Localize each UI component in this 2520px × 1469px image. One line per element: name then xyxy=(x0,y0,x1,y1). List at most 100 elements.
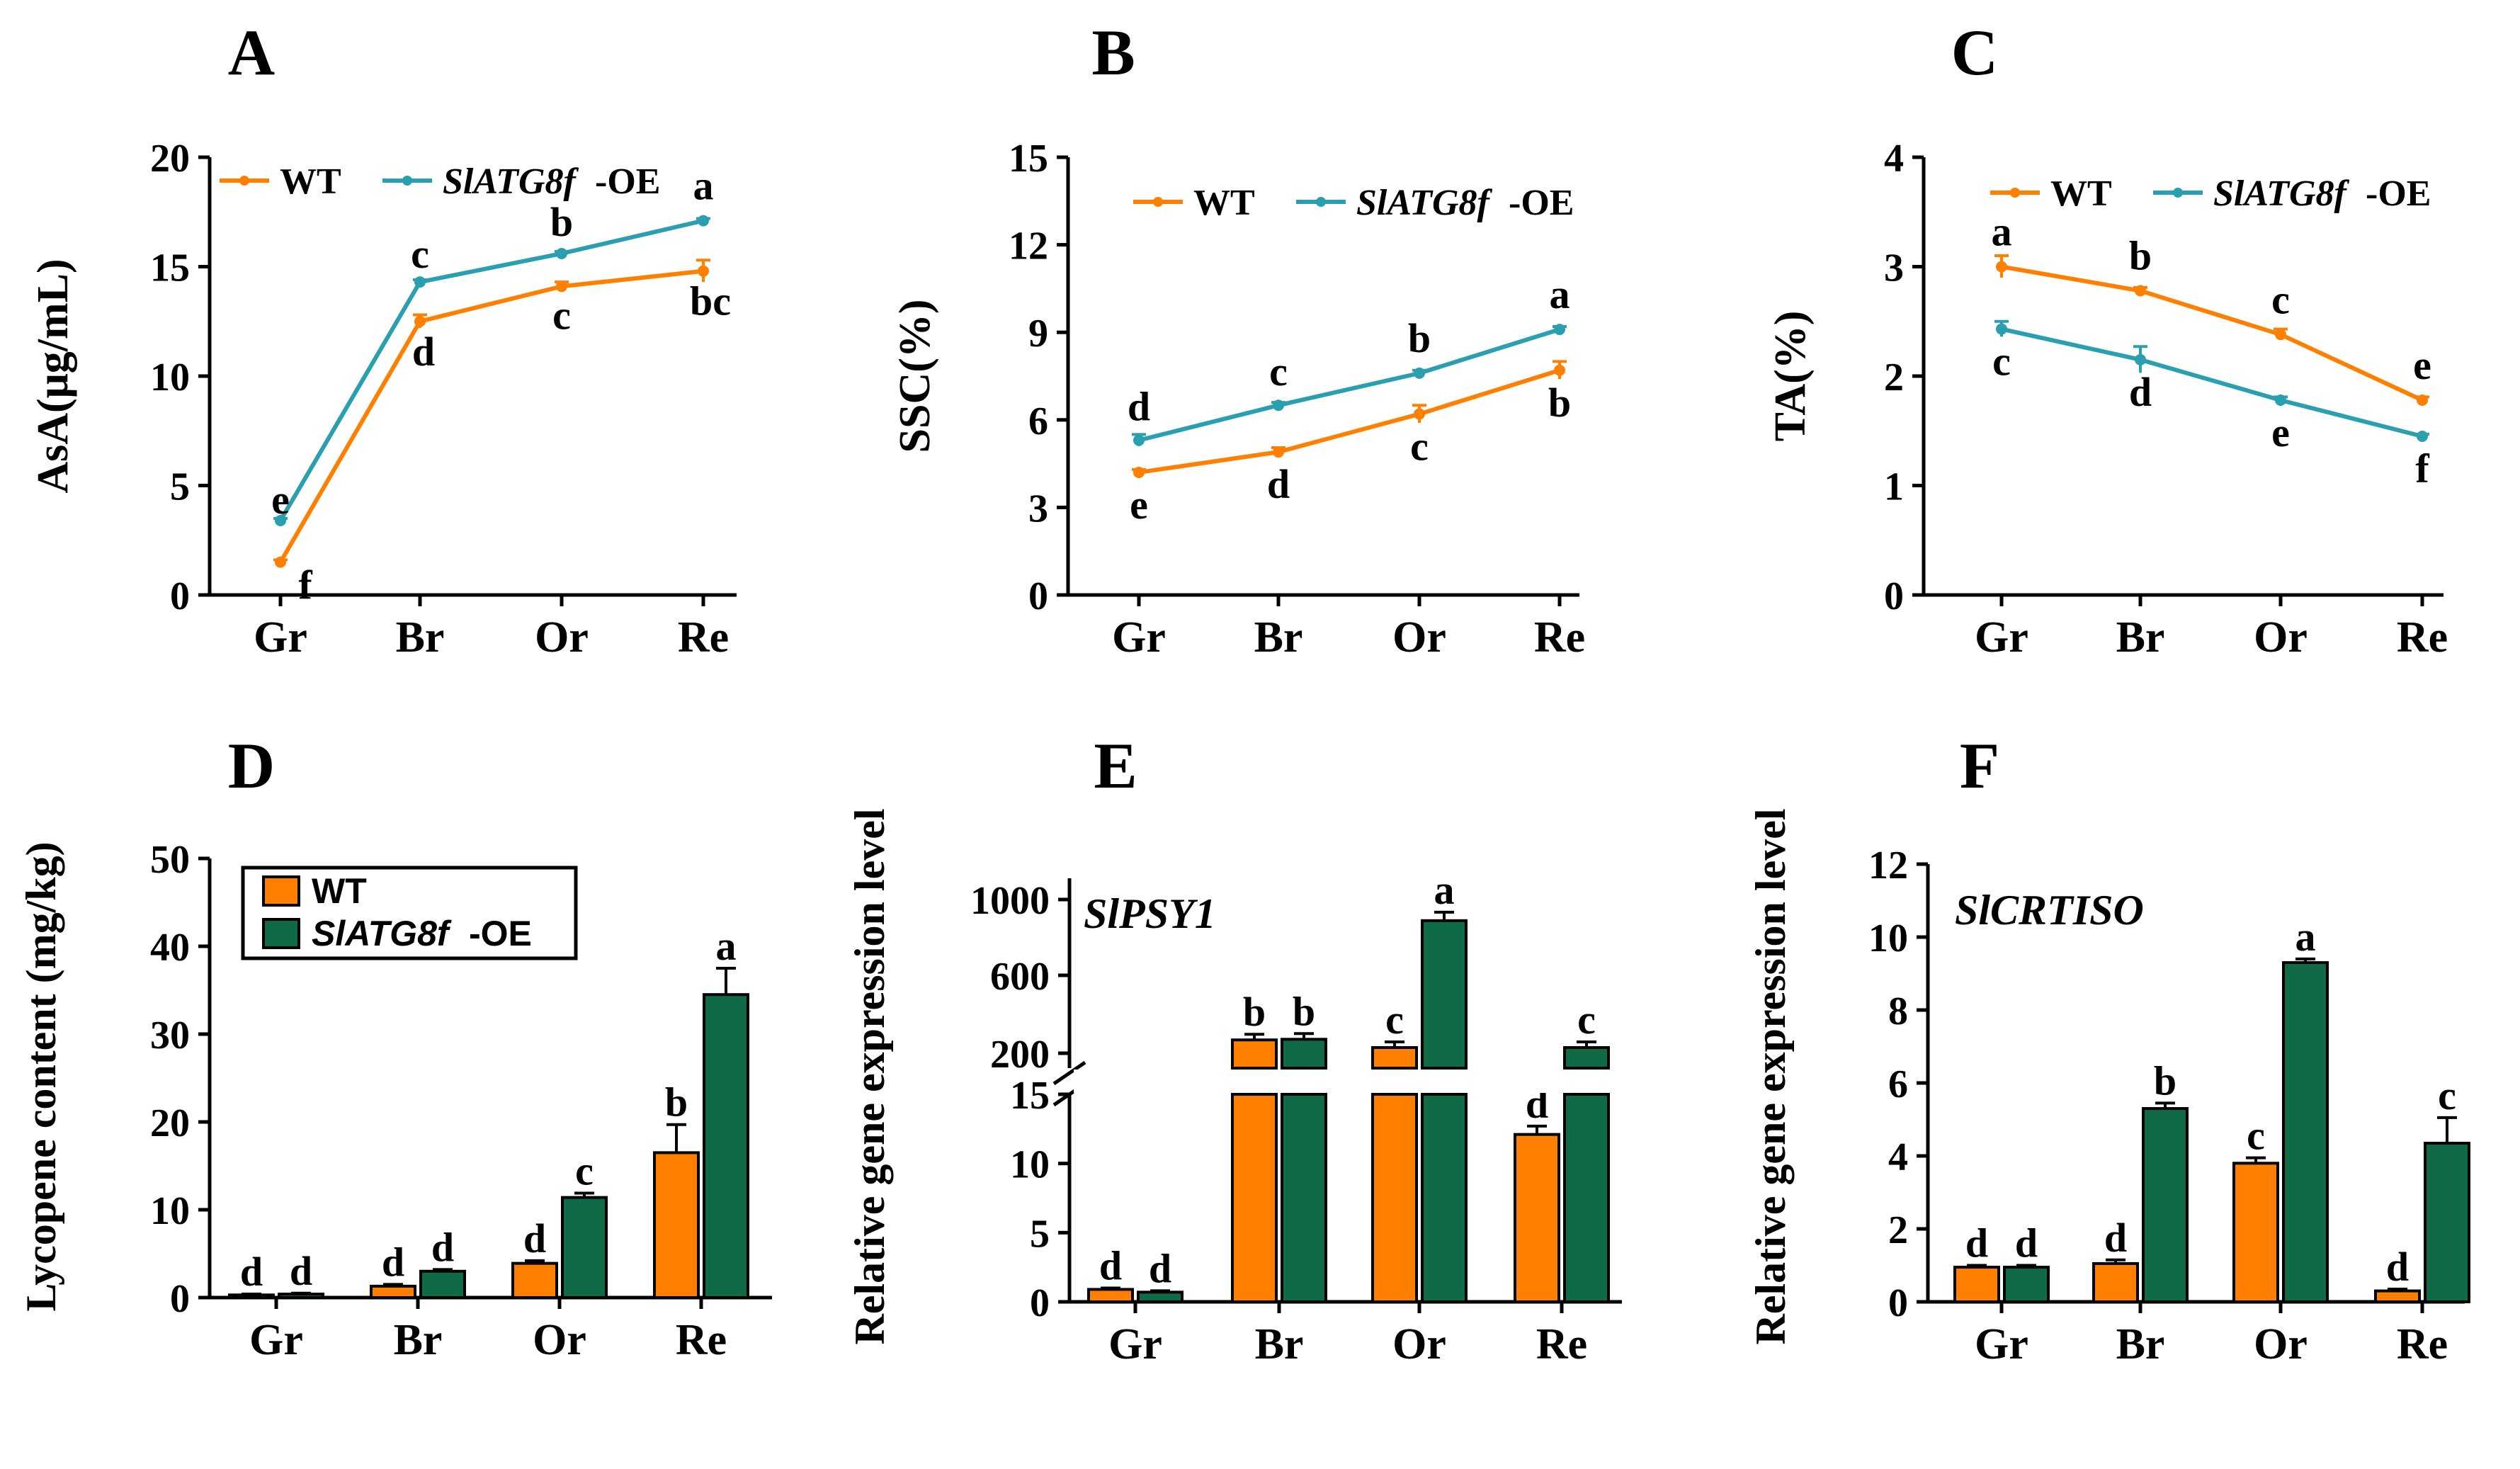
panel-a-x-tick-label: Or xyxy=(535,613,589,662)
panel-label-c: C xyxy=(1951,16,1998,89)
panel-b-x-tick-label: Or xyxy=(1392,613,1446,662)
panel-c-sig-letter: e xyxy=(2271,409,2290,455)
panel-a-sig-letter: e xyxy=(271,477,290,523)
panel-c-y-tick-label: 1 xyxy=(1884,465,1904,509)
panel-a-data-point xyxy=(414,276,426,288)
panel-f-gene-label: SlCRTISO xyxy=(1955,887,2144,934)
panel-d-y-axis-title: Lycopene content (mg/kg) xyxy=(18,841,64,1311)
panel-f-bar-oe xyxy=(2282,961,2329,1304)
panel-d-sig-letter: d xyxy=(240,1249,263,1295)
panel-b-legend-wt-label: WT xyxy=(1193,183,1255,223)
panel-d-x-tick-label: Br xyxy=(394,1316,443,1364)
panel-a-data-point xyxy=(275,556,286,568)
panel-c-data-point xyxy=(2275,329,2286,341)
panel-a-legend-wt-label: WT xyxy=(280,161,341,202)
panel-b-sig-letter: c xyxy=(1269,348,1288,395)
panel-f-bar-oe xyxy=(2142,1107,2189,1304)
panel-a-sig-letter: c xyxy=(411,231,429,277)
panel-a-y-tick-label: 5 xyxy=(170,465,190,509)
panel-e-y-tick-label: 600 xyxy=(990,955,1050,999)
panel-e-y-axis-title: Relative gene expression level xyxy=(846,808,893,1344)
panel-d-y-tick-label: 30 xyxy=(150,1014,190,1057)
panel-e-x-tick-label: Re xyxy=(1536,1320,1587,1368)
panel-a-legend: WT SlATG8f -OE xyxy=(220,161,660,202)
panel-a-y-tick-label: 15 xyxy=(150,246,190,290)
panel-c-legend-oe-gene: SlATG8f xyxy=(2213,174,2349,214)
panel-c-data-point xyxy=(2417,394,2428,406)
panel-d-legend-wt-label: WT xyxy=(312,871,367,911)
panel-f-x-tick-label: Gr xyxy=(1975,1320,2028,1368)
panel-b-data-point xyxy=(1554,364,1565,376)
panel-a-sig-letter: a xyxy=(693,163,714,209)
panel-b-sig-letter: c xyxy=(1410,424,1429,470)
panel-a-legend-wt-marker xyxy=(239,176,249,186)
panel-a-legend-oe-marker xyxy=(402,176,412,186)
panel-f-y-tick-label: 0 xyxy=(1888,1281,1908,1325)
panel-a-data-point xyxy=(556,247,567,259)
panel-c-series-oe-line xyxy=(2001,327,2423,438)
panel-a-y-axis-title: AsA(μg/mL) xyxy=(29,259,77,493)
panel-d-x-tick-label: Or xyxy=(533,1316,586,1364)
panel-c-x-tick-label: Gr xyxy=(1975,613,2028,662)
panel-e-sig-letter: c xyxy=(1385,997,1404,1043)
panel-a-data-point xyxy=(698,265,709,277)
panel-label-b: B xyxy=(1091,16,1135,89)
panel-e-bar-wt xyxy=(1514,1133,1560,1303)
panel-e-y-tick-label: 15 xyxy=(1010,1074,1050,1118)
panel-b-sig-letter: a xyxy=(1550,271,1570,317)
panel-label-a: A xyxy=(228,16,275,89)
panel-e-sig-letter: c xyxy=(1577,997,1596,1043)
panel-a-data-point xyxy=(698,215,709,227)
panel-f-x-tick-label: Br xyxy=(2116,1320,2165,1368)
panel-f-y-tick-label: 2 xyxy=(1888,1208,1908,1252)
panel-b: B 0 3 6 9 12 15 Gr Br Or Re SSC(%) e d c b d c b a WT SlATG8f… xyxy=(891,16,1585,662)
panel-b-data-point xyxy=(1273,399,1284,412)
panel-c-data-point xyxy=(2417,430,2428,442)
panel-f-y-tick-label: 8 xyxy=(1888,989,1908,1033)
panel-e-bar-oe-upper xyxy=(1421,919,1468,1070)
panel-b-sig-letter: d xyxy=(1267,461,1290,507)
panel-b-legend: WT SlATG8f -OE xyxy=(1133,183,1574,223)
panel-f-sig-letter: c xyxy=(2247,1113,2265,1159)
panel-d-sig-letter: a xyxy=(716,923,737,969)
panel-d-y-tick-label: 0 xyxy=(170,1277,190,1321)
panel-b-x-tick-label: Re xyxy=(1534,613,1585,662)
panel-e-bar-wt-lower xyxy=(1371,1093,1418,1303)
panel-b-y-tick-label: 15 xyxy=(1009,137,1048,181)
panel-e-sig-letter: d xyxy=(1149,1245,1171,1291)
panel-f-sig-letter: d xyxy=(2386,1244,2409,1290)
panel-d-y-tick-label: 10 xyxy=(150,1189,190,1233)
panel-e-bar-oe-lower xyxy=(1563,1093,1610,1303)
panel-d-sig-letter: c xyxy=(575,1147,594,1193)
panel-d-y-tick-label: 40 xyxy=(150,926,190,970)
panel-b-sig-letter: d xyxy=(1128,384,1150,430)
panel-e-y-tick-label: 0 xyxy=(1030,1281,1050,1325)
panel-c-sig-letter: b xyxy=(2129,232,2152,278)
panel-c-data-point xyxy=(1996,323,2007,335)
panel-f: F 0 2 4 6 8 10 12 Gr Br Or Re Relative gene expressi… xyxy=(1747,730,2470,1368)
panel-b-data-point xyxy=(1133,434,1145,446)
panel-a-y-tick-label: 20 xyxy=(150,137,190,181)
panel-c-sig-letter: e xyxy=(2413,342,2431,388)
panel-d-sig-letter: d xyxy=(290,1248,312,1294)
panel-b-data-point xyxy=(1133,466,1145,478)
panel-c-legend-wt-label: WT xyxy=(2050,174,2112,214)
panel-a-y-tick-label: 0 xyxy=(170,574,190,618)
panel-c-legend-oe-marker xyxy=(2173,188,2183,198)
panel-d-legend-oe-swatch xyxy=(262,918,300,949)
panel-d-bar-oe xyxy=(561,1196,608,1300)
panel-d-x-tick-label: Re xyxy=(676,1316,727,1364)
panel-e-bar-wt-upper xyxy=(1371,1046,1418,1070)
panel-c-data-point xyxy=(2135,353,2146,365)
panel-b-sig-letter: e xyxy=(1130,482,1148,528)
panel-b-legend-oe-gene: SlATG8f xyxy=(1356,183,1492,223)
panel-d: D 0 10 20 30 40 50 Gr Br Or Re Lycopene content (mg… xyxy=(18,730,772,1364)
panel-f-bar-oe xyxy=(2003,1266,2050,1303)
panel-f-sig-letter: d xyxy=(2015,1220,2038,1266)
panel-c-legend-wt-marker xyxy=(2010,188,2020,198)
panel-e-axis-break-mark xyxy=(1052,1060,1086,1086)
panel-b-y-tick-label: 3 xyxy=(1028,487,1048,531)
panel-c-data-point xyxy=(1996,261,2007,273)
